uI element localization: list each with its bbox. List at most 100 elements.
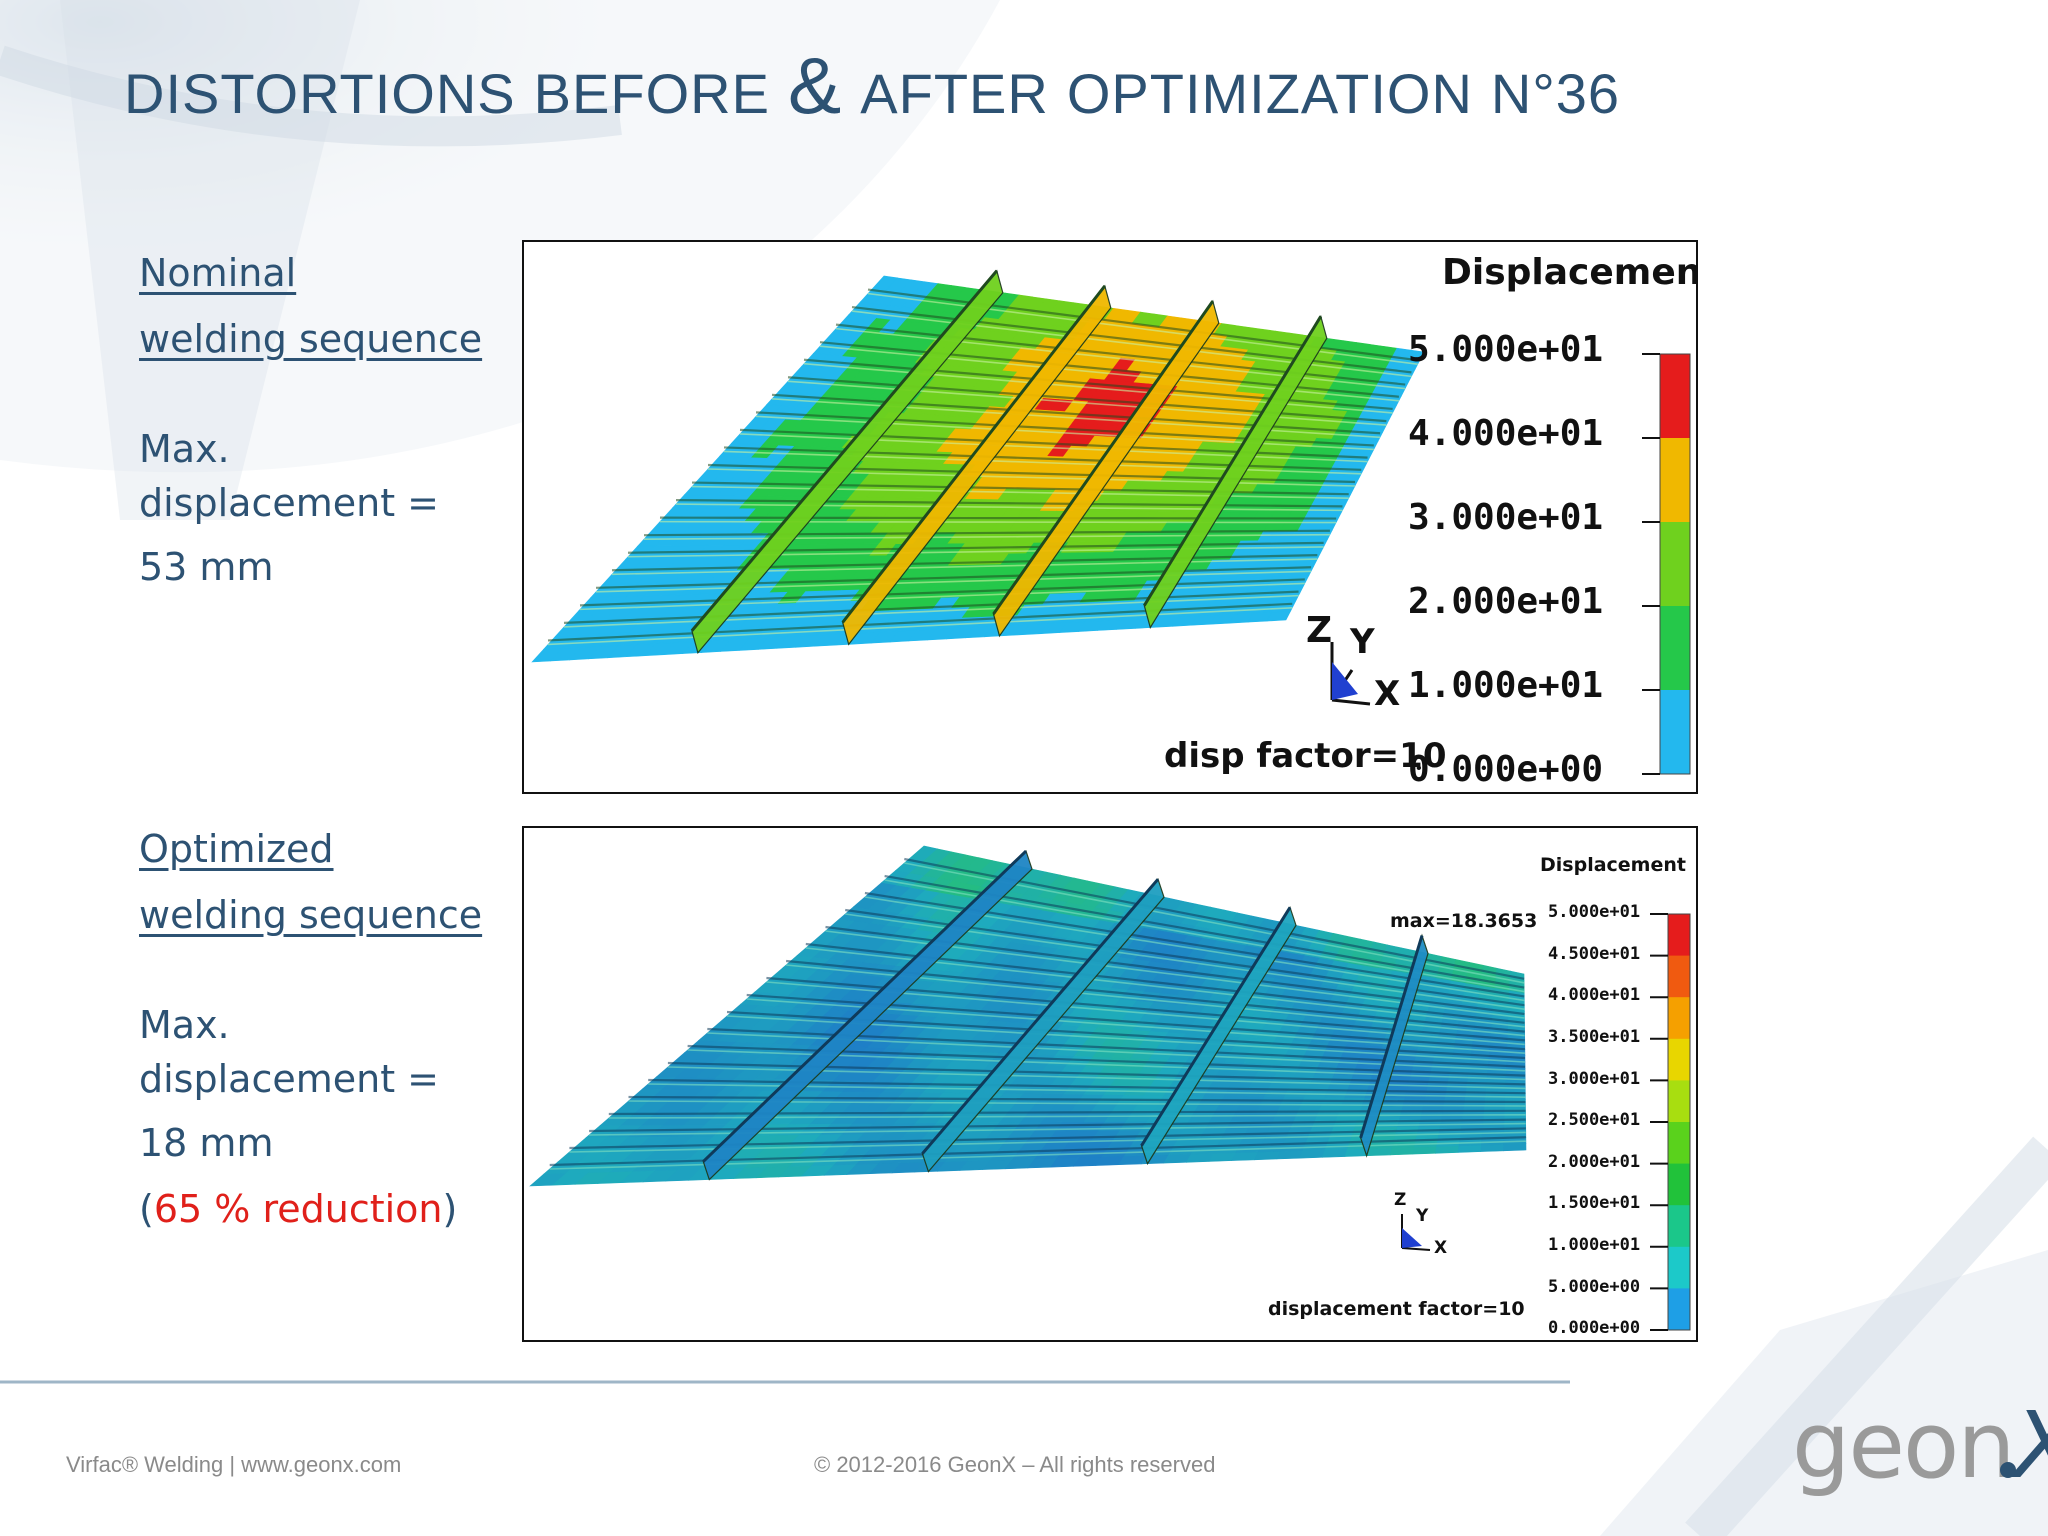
- stiffener-line: [579, 578, 1305, 607]
- optimized-heading-line2: welding sequence: [139, 893, 483, 937]
- stiffener-highlight: [835, 327, 1406, 390]
- plate-cell: [1435, 1145, 1460, 1154]
- stiffener-highlight: [787, 380, 1387, 426]
- plate-cell: [1291, 1072, 1316, 1082]
- optimized-displacement-panel: Displacement max=18.3653 5.000e+01 4.500e…: [522, 826, 1698, 1342]
- colorbar-tick-label: 5.000e+01: [1408, 328, 1604, 370]
- girder-flange: [702, 849, 1028, 1163]
- stiffener-line: [835, 323, 1406, 386]
- colorbar-segment: [1668, 997, 1690, 1040]
- stiffener-highlight: [851, 310, 1412, 378]
- footer-copyright: © 2012-2016 GeonX – All rights reserved: [814, 1452, 1216, 1477]
- stiffener-highlight: [595, 570, 1312, 593]
- nominal-max-line2: displacement =: [139, 481, 440, 525]
- nominal-heading-line2: welding sequence: [139, 317, 483, 361]
- stiffener-line: [851, 305, 1412, 374]
- colorbar-segment: [1660, 606, 1690, 691]
- colorbar-segment: [1668, 1038, 1690, 1081]
- girder-flange: [841, 284, 1106, 624]
- nominal-plate-image: [531, 269, 1691, 775]
- stiffener-line: [867, 288, 1418, 362]
- colorbar-tick-label: 4.000e+01: [1408, 412, 1604, 454]
- stiffener-highlight: [627, 546, 1324, 558]
- plate-cell: [1276, 1150, 1304, 1160]
- axis-z-label: Z: [1394, 1190, 1407, 1210]
- stiffener-highlight: [675, 503, 1343, 512]
- stiffener-line: [643, 529, 1330, 537]
- plate-cell: [1330, 1074, 1354, 1083]
- colorbar-tick-label: 1.000e+01: [1548, 1234, 1641, 1255]
- title-word: n°36: [1490, 62, 1621, 125]
- stiffener-line: [595, 566, 1312, 589]
- colorbar-segment: [1668, 1205, 1690, 1248]
- plate-cell: [1389, 1146, 1415, 1156]
- nominal-value: 53 mm: [139, 545, 274, 589]
- stiffener-highlight: [707, 468, 1356, 487]
- stiffener-line: [771, 393, 1381, 435]
- title-word: Distortions: [124, 62, 516, 125]
- geonx-logo: geonX: [1792, 1392, 2048, 1499]
- optimized-max-line2: displacement =: [139, 1057, 440, 1101]
- axis-y-label: Y: [1350, 622, 1375, 662]
- stiffener-highlight: [771, 398, 1381, 439]
- optimized-max-line1: Max.: [139, 1003, 230, 1047]
- optimized-plate-image: [529, 845, 1691, 1331]
- stiffener-highlight: [867, 292, 1418, 365]
- optimized-value: 18 mm: [139, 1121, 274, 1165]
- optimized-description: Optimized welding sequence Max. displace…: [139, 816, 482, 1236]
- colorbar-tick-label: 4.000e+01: [1548, 985, 1641, 1006]
- stiffener-highlight: [643, 533, 1330, 540]
- stiffener-line: [547, 602, 1293, 642]
- girder-flange: [992, 300, 1215, 615]
- stiffener-highlight: [611, 558, 1318, 576]
- colorbar-segment: [1668, 914, 1690, 957]
- displacement-factor-label: disp factor=10: [1164, 736, 1447, 776]
- stiffener-line: [691, 481, 1349, 496]
- plate-cell: [1321, 1148, 1348, 1158]
- colorbar-segment: [1668, 1122, 1690, 1165]
- plate-cell: [1457, 1144, 1482, 1153]
- colorbar-segment: [1660, 690, 1690, 775]
- colorbar-tick-label: 2.000e+01: [1408, 580, 1604, 622]
- plate-cell: [1412, 1146, 1438, 1155]
- colorbar-segment: [1668, 1246, 1690, 1289]
- colorbar-tick-label: 3.000e+01: [1408, 496, 1604, 538]
- plate-cell: [1367, 1147, 1393, 1157]
- stiffener-line: [803, 358, 1393, 411]
- optimized-heading-line1: Optimized: [139, 827, 334, 871]
- stiffener-highlight: [723, 450, 1362, 475]
- axis-x-line: [1401, 1247, 1431, 1251]
- nominal-displacement-panel: Displacement 5.000e+01 4.000e+01 3.000e+01…: [522, 240, 1698, 794]
- colorbar-tick-label: 2.000e+01: [1548, 1151, 1641, 1172]
- nominal-description: Nominal welding sequence Max. displaceme…: [139, 240, 482, 594]
- plate-cell: [1231, 1151, 1259, 1161]
- logo-x: X: [2014, 1392, 2048, 1499]
- stiffener-highlight: [739, 433, 1368, 463]
- logo-dot: [2000, 1462, 2016, 1478]
- colorbar-segment: [1660, 438, 1690, 523]
- colorbar-segment: [1660, 522, 1690, 607]
- colorbar-tick-label: 3.000e+01: [1548, 1068, 1641, 1089]
- axis-triad-fill: [1332, 662, 1358, 700]
- stiffener-line: [739, 428, 1368, 459]
- stiffener-highlight: [755, 415, 1374, 451]
- footer-left: Virfac® Welding | www.geonx.com: [66, 1452, 402, 1477]
- colorbar-tick-label: 5.000e+00: [1548, 1276, 1641, 1297]
- colorbar-segment: [1660, 354, 1690, 439]
- plate-cell: [1299, 1149, 1326, 1159]
- colorbar-frame: [1659, 353, 1691, 775]
- stiffener-line: [755, 411, 1374, 447]
- plate-cell: [1480, 1144, 1504, 1152]
- plate-cell: [1243, 1127, 1270, 1137]
- stiffener-line: [787, 376, 1387, 423]
- colorbar-tick-label: 0.000e+00: [1548, 1318, 1641, 1339]
- max-value-label: max=18.3653: [1390, 910, 1538, 932]
- stiffener-highlight: [579, 582, 1305, 611]
- colorbar-tick-label: 4.500e+01: [1548, 943, 1641, 964]
- plate-cell: [1311, 1073, 1335, 1083]
- stiffener-line: [819, 341, 1400, 398]
- displacement-factor-label: displacement factor=10: [1268, 1298, 1525, 1320]
- slide-title: Distortions before & after optimization n°36: [124, 40, 2024, 132]
- colorbar-segment: [1668, 1163, 1690, 1206]
- stiffener-highlight: [803, 362, 1393, 414]
